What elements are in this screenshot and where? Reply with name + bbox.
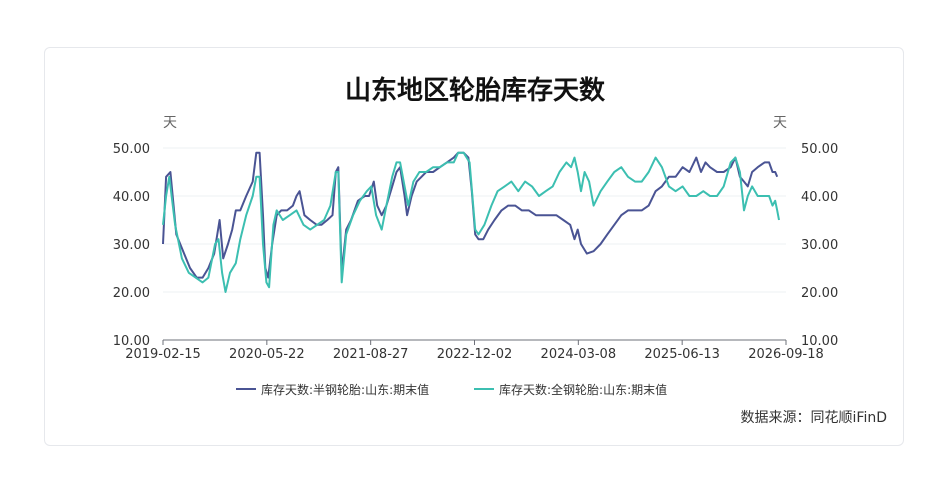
series-line-2 — [162, 151, 780, 293]
x-tick-label: 2019-02-15 — [125, 347, 201, 362]
x-tick-label: 2021-08-27 — [333, 347, 409, 362]
y-tick-label-left: 40.00 — [113, 190, 150, 205]
legend-label-1: 库存天数:半钢轮胎:山东:期末值 — [261, 382, 429, 397]
y-tick-label-left: 50.00 — [113, 142, 150, 157]
y-tick-label-right: 30.00 — [801, 238, 838, 253]
x-tick-label: 2025-06-13 — [644, 347, 720, 362]
y-tick-label-right: 10.00 — [801, 334, 838, 349]
chart-title: 山东地区轮胎库存天数 — [345, 75, 606, 106]
x-tick-label: 2026-09-18 — [748, 347, 824, 362]
legend-label-2: 库存天数:全钢轮胎:山东:期末值 — [499, 382, 667, 397]
x-tick-label: 2020-05-22 — [229, 347, 305, 362]
series-group — [162, 151, 780, 293]
x-tick-label: 2024-03-08 — [541, 347, 617, 362]
y-axis-right: 10.00 20.00 30.00 40.00 50.00 — [801, 142, 838, 349]
x-tick-label: 2022-12-02 — [437, 347, 513, 362]
y-unit-left: 天 — [163, 115, 177, 131]
chart-card — [44, 47, 904, 446]
y-tick-label-left: 20.00 — [113, 286, 150, 301]
y-tick-label-left: 30.00 — [113, 238, 150, 253]
y-tick-label-right: 20.00 — [801, 286, 838, 301]
y-tick-label-left: 10.00 — [113, 334, 150, 349]
y-tick-label-right: 40.00 — [801, 190, 838, 205]
grid-lines — [163, 147, 786, 293]
legend: 库存天数:半钢轮胎:山东:期末值 库存天数:全钢轮胎:山东:期末值 — [236, 382, 667, 397]
x-axis: 2019-02-15 2020-05-22 2021-08-27 2022-12-02… — [125, 339, 824, 362]
source-note: 数据来源：同花顺iFinD — [741, 410, 887, 426]
y-unit-right: 天 — [773, 115, 787, 131]
y-axis-left: 10.00 20.00 30.00 40.00 50.00 — [113, 142, 150, 349]
y-tick-label-right: 50.00 — [801, 142, 838, 157]
